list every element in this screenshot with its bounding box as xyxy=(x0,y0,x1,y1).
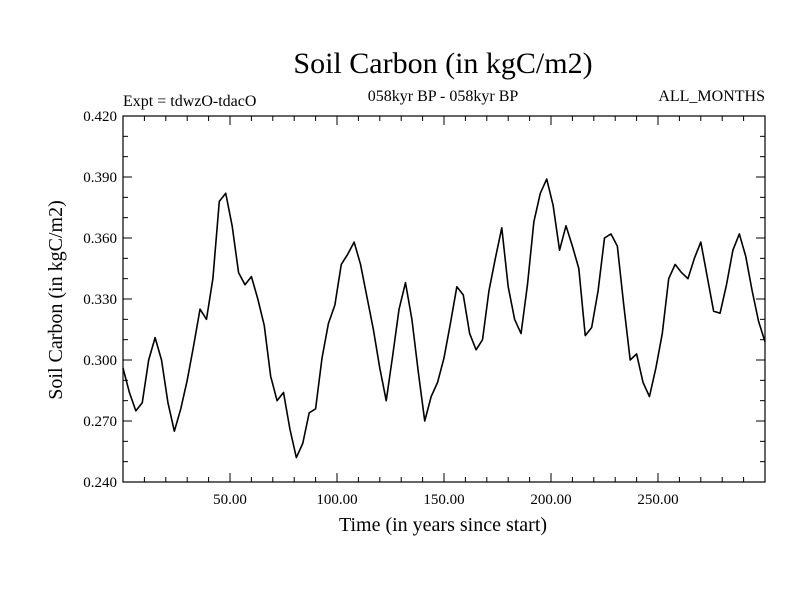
experiment-label: Expt = tdwzO-tdacO xyxy=(123,93,256,110)
x-tick-label: 100.00 xyxy=(316,492,357,508)
tick-labels: 50.00 100.00 150.00 200.00 250.00 0.240 0.270 0… xyxy=(83,109,678,508)
series-line xyxy=(122,178,766,459)
x-tick-label: 150.00 xyxy=(423,492,464,508)
y-axis-label: Soil Carbon (in kgC/m2) xyxy=(45,200,67,399)
x-tick-label: 50.00 xyxy=(213,492,247,508)
axis-ticks xyxy=(123,116,765,482)
y-tick-label: 0.390 xyxy=(83,170,117,186)
y-tick-label: 0.330 xyxy=(83,292,117,308)
plot-frame xyxy=(122,115,766,483)
y-tick-label: 0.420 xyxy=(83,109,117,125)
y-tick-label: 0.270 xyxy=(83,414,117,430)
x-tick-label: 250.00 xyxy=(637,492,678,508)
chart-title: Soil Carbon (in kgC/m2) xyxy=(293,47,592,80)
y-tick-label: 0.360 xyxy=(83,231,117,247)
y-tick-label: 0.300 xyxy=(83,353,117,369)
x-tick-label: 200.00 xyxy=(530,492,571,508)
period-label: 058kyr BP - 058kyr BP xyxy=(368,88,519,105)
months-label: ALL_MONTHS xyxy=(658,88,765,105)
x-axis-label: Time (in years since start) xyxy=(339,514,547,536)
y-tick-label: 0.240 xyxy=(83,475,117,491)
